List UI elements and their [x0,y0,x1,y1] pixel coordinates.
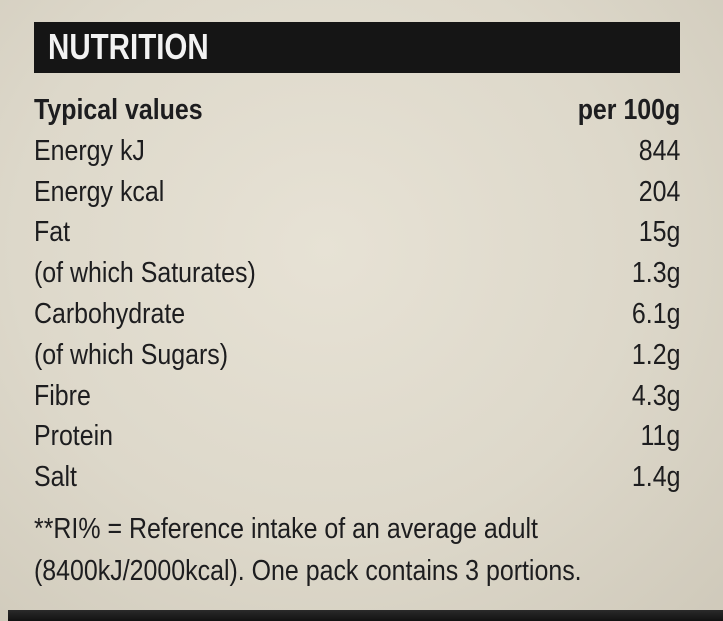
nutrient-value: 11g [640,420,680,453]
nutrient-name: Energy kJ [34,134,145,167]
nutrient-value: 1.2g [631,338,680,371]
row-energy-kcal: Energy kcal 204 [34,172,680,213]
nutrient-name: Salt [34,461,77,494]
bottom-dark-edge [0,610,723,621]
row-sugars: (of which Sugars) 1.2g [34,335,680,376]
nutrient-value: 844 [638,134,680,167]
nutrient-name: (of which Sugars) [34,338,229,371]
bottom-edge-gap [0,610,8,621]
nutrient-value: 4.3g [631,379,680,412]
row-carbohydrate: Carbohydrate 6.1g [34,294,680,335]
footnote-line-1: **RI% = Reference intake of an average a… [34,513,538,545]
nutrient-name: Carbohydrate [34,297,186,330]
nutrition-header-bar: NUTRITION [34,22,680,73]
row-fibre: Fibre 4.3g [34,376,680,417]
row-saturates: (of which Saturates) 1.3g [34,253,680,294]
nutrient-value: 15g [638,216,680,249]
nutrient-name: Protein [34,420,114,453]
nutrient-value: 1.3g [631,257,680,290]
nutrition-table: Typical values per 100g Energy kJ 844 En… [34,90,680,498]
nutrient-name: Fat [34,216,71,249]
typical-values-label: Typical values [34,94,203,126]
row-energy-kj: Energy kJ 844 [34,131,680,172]
nutrient-name: (of which Saturates) [34,257,256,290]
row-fat: Fat 15g [34,212,680,253]
nutrition-title: NUTRITION [48,26,209,67]
nutrient-value: 6.1g [631,297,680,330]
nutrient-value: 204 [638,175,680,208]
nutrient-name: Energy kcal [34,175,165,208]
footnote-line-2: (8400kJ/2000kcal). One pack contains 3 p… [34,555,582,587]
footnote: **RI% = Reference intake of an average a… [34,508,714,592]
table-header-row: Typical values per 100g [34,90,680,131]
row-protein: Protein 11g [34,416,680,457]
per-100g-label: per 100g [577,94,680,126]
row-salt: Salt 1.4g [34,457,680,498]
nutrient-name: Fibre [34,379,91,412]
nutrient-value: 1.4g [631,461,680,494]
